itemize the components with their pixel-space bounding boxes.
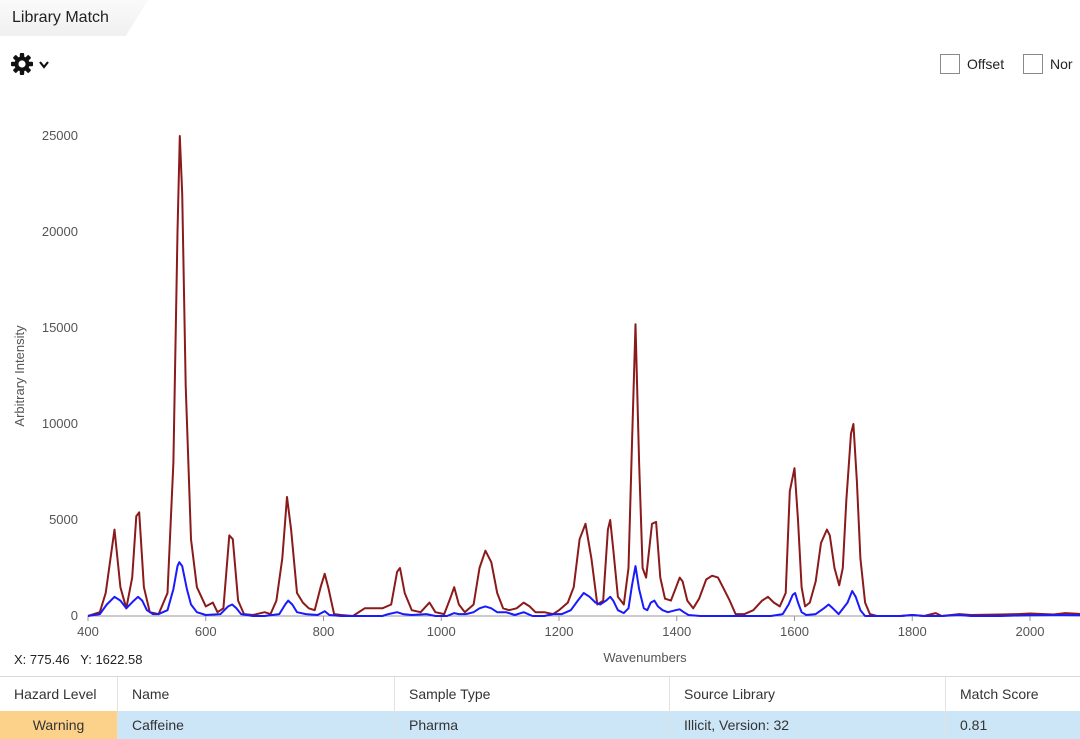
- row-name: Caffeine: [118, 711, 395, 739]
- library-spectrum-line: [87, 561, 1080, 617]
- normalize-option[interactable]: Nor: [1023, 54, 1080, 76]
- x-tick-label: 400: [77, 624, 99, 639]
- y-tick-label: 20000: [42, 224, 78, 239]
- offset-label: Offset: [967, 56, 1005, 72]
- normalize-checkbox[interactable]: [1023, 54, 1043, 74]
- offset-checkbox[interactable]: [940, 54, 960, 74]
- x-tick-label: 1600: [780, 624, 809, 639]
- table-row[interactable]: Warning Caffeine Pharma Illicit, Version…: [0, 711, 1080, 739]
- x-axis-label: Wavenumbers: [603, 650, 687, 665]
- chevron-down-icon: [39, 61, 49, 69]
- y-tick-label: 10000: [42, 416, 78, 431]
- tab-background: [0, 0, 148, 36]
- column-header-match-score[interactable]: Match Score: [960, 686, 1039, 702]
- normalize-label: Nor: [1050, 56, 1073, 72]
- y-tick-label: 15000: [42, 320, 78, 335]
- column-header-hazard[interactable]: Hazard Level: [0, 677, 118, 711]
- x-tick-label: 800: [313, 624, 335, 639]
- x-tick-label: 600: [195, 624, 217, 639]
- row-match-score: 0.81: [960, 717, 988, 733]
- column-header-sample-type[interactable]: Sample Type: [395, 677, 670, 711]
- y-axis: 0 5000 10000 15000 20000 25000: [42, 128, 78, 623]
- cursor-y: Y: 1622.58: [80, 652, 143, 667]
- table-header: Hazard Level Name Sample Type Source Lib…: [0, 677, 1080, 711]
- x-tick-label: 1200: [545, 624, 574, 639]
- spectrum-chart[interactable]: 0 5000 10000 15000 20000 25000 400 600 800 1000 1…: [0, 96, 1080, 672]
- column-header-source-library[interactable]: Source Library: [670, 677, 946, 711]
- y-tick-label: 0: [71, 608, 78, 623]
- hazard-level-badge: Warning: [0, 711, 118, 739]
- tab-title: Library Match: [12, 9, 109, 26]
- y-tick-label: 5000: [49, 512, 78, 527]
- settings-menu-button[interactable]: [10, 52, 60, 76]
- x-tick-label: 1800: [898, 624, 927, 639]
- library-match-tab[interactable]: Library Match: [0, 0, 148, 36]
- row-source-library: Illicit, Version: 32: [670, 711, 946, 739]
- row-sample-type: Pharma: [395, 711, 670, 739]
- results-table: Hazard Level Name Sample Type Source Lib…: [0, 676, 1080, 739]
- series-layer: [87, 135, 1080, 617]
- x-tick-label: 1400: [662, 624, 691, 639]
- column-header-name[interactable]: Name: [118, 677, 395, 711]
- cursor-readout: X: 775.46 Y: 1622.58: [14, 652, 142, 667]
- cursor-x: X: 775.46: [14, 652, 70, 667]
- offset-option[interactable]: Offset: [940, 54, 1020, 76]
- sample-spectrum-line: [87, 135, 1080, 617]
- gear-icon: [11, 53, 49, 75]
- x-tick-label: 1000: [427, 624, 456, 639]
- x-axis: 400 600 800 1000 1200 1400 1600 1800 2000: [77, 616, 1044, 639]
- y-axis-label: Arbitrary Intensity: [12, 325, 27, 427]
- x-tick-label: 2000: [1016, 624, 1045, 639]
- y-tick-label: 25000: [42, 128, 78, 143]
